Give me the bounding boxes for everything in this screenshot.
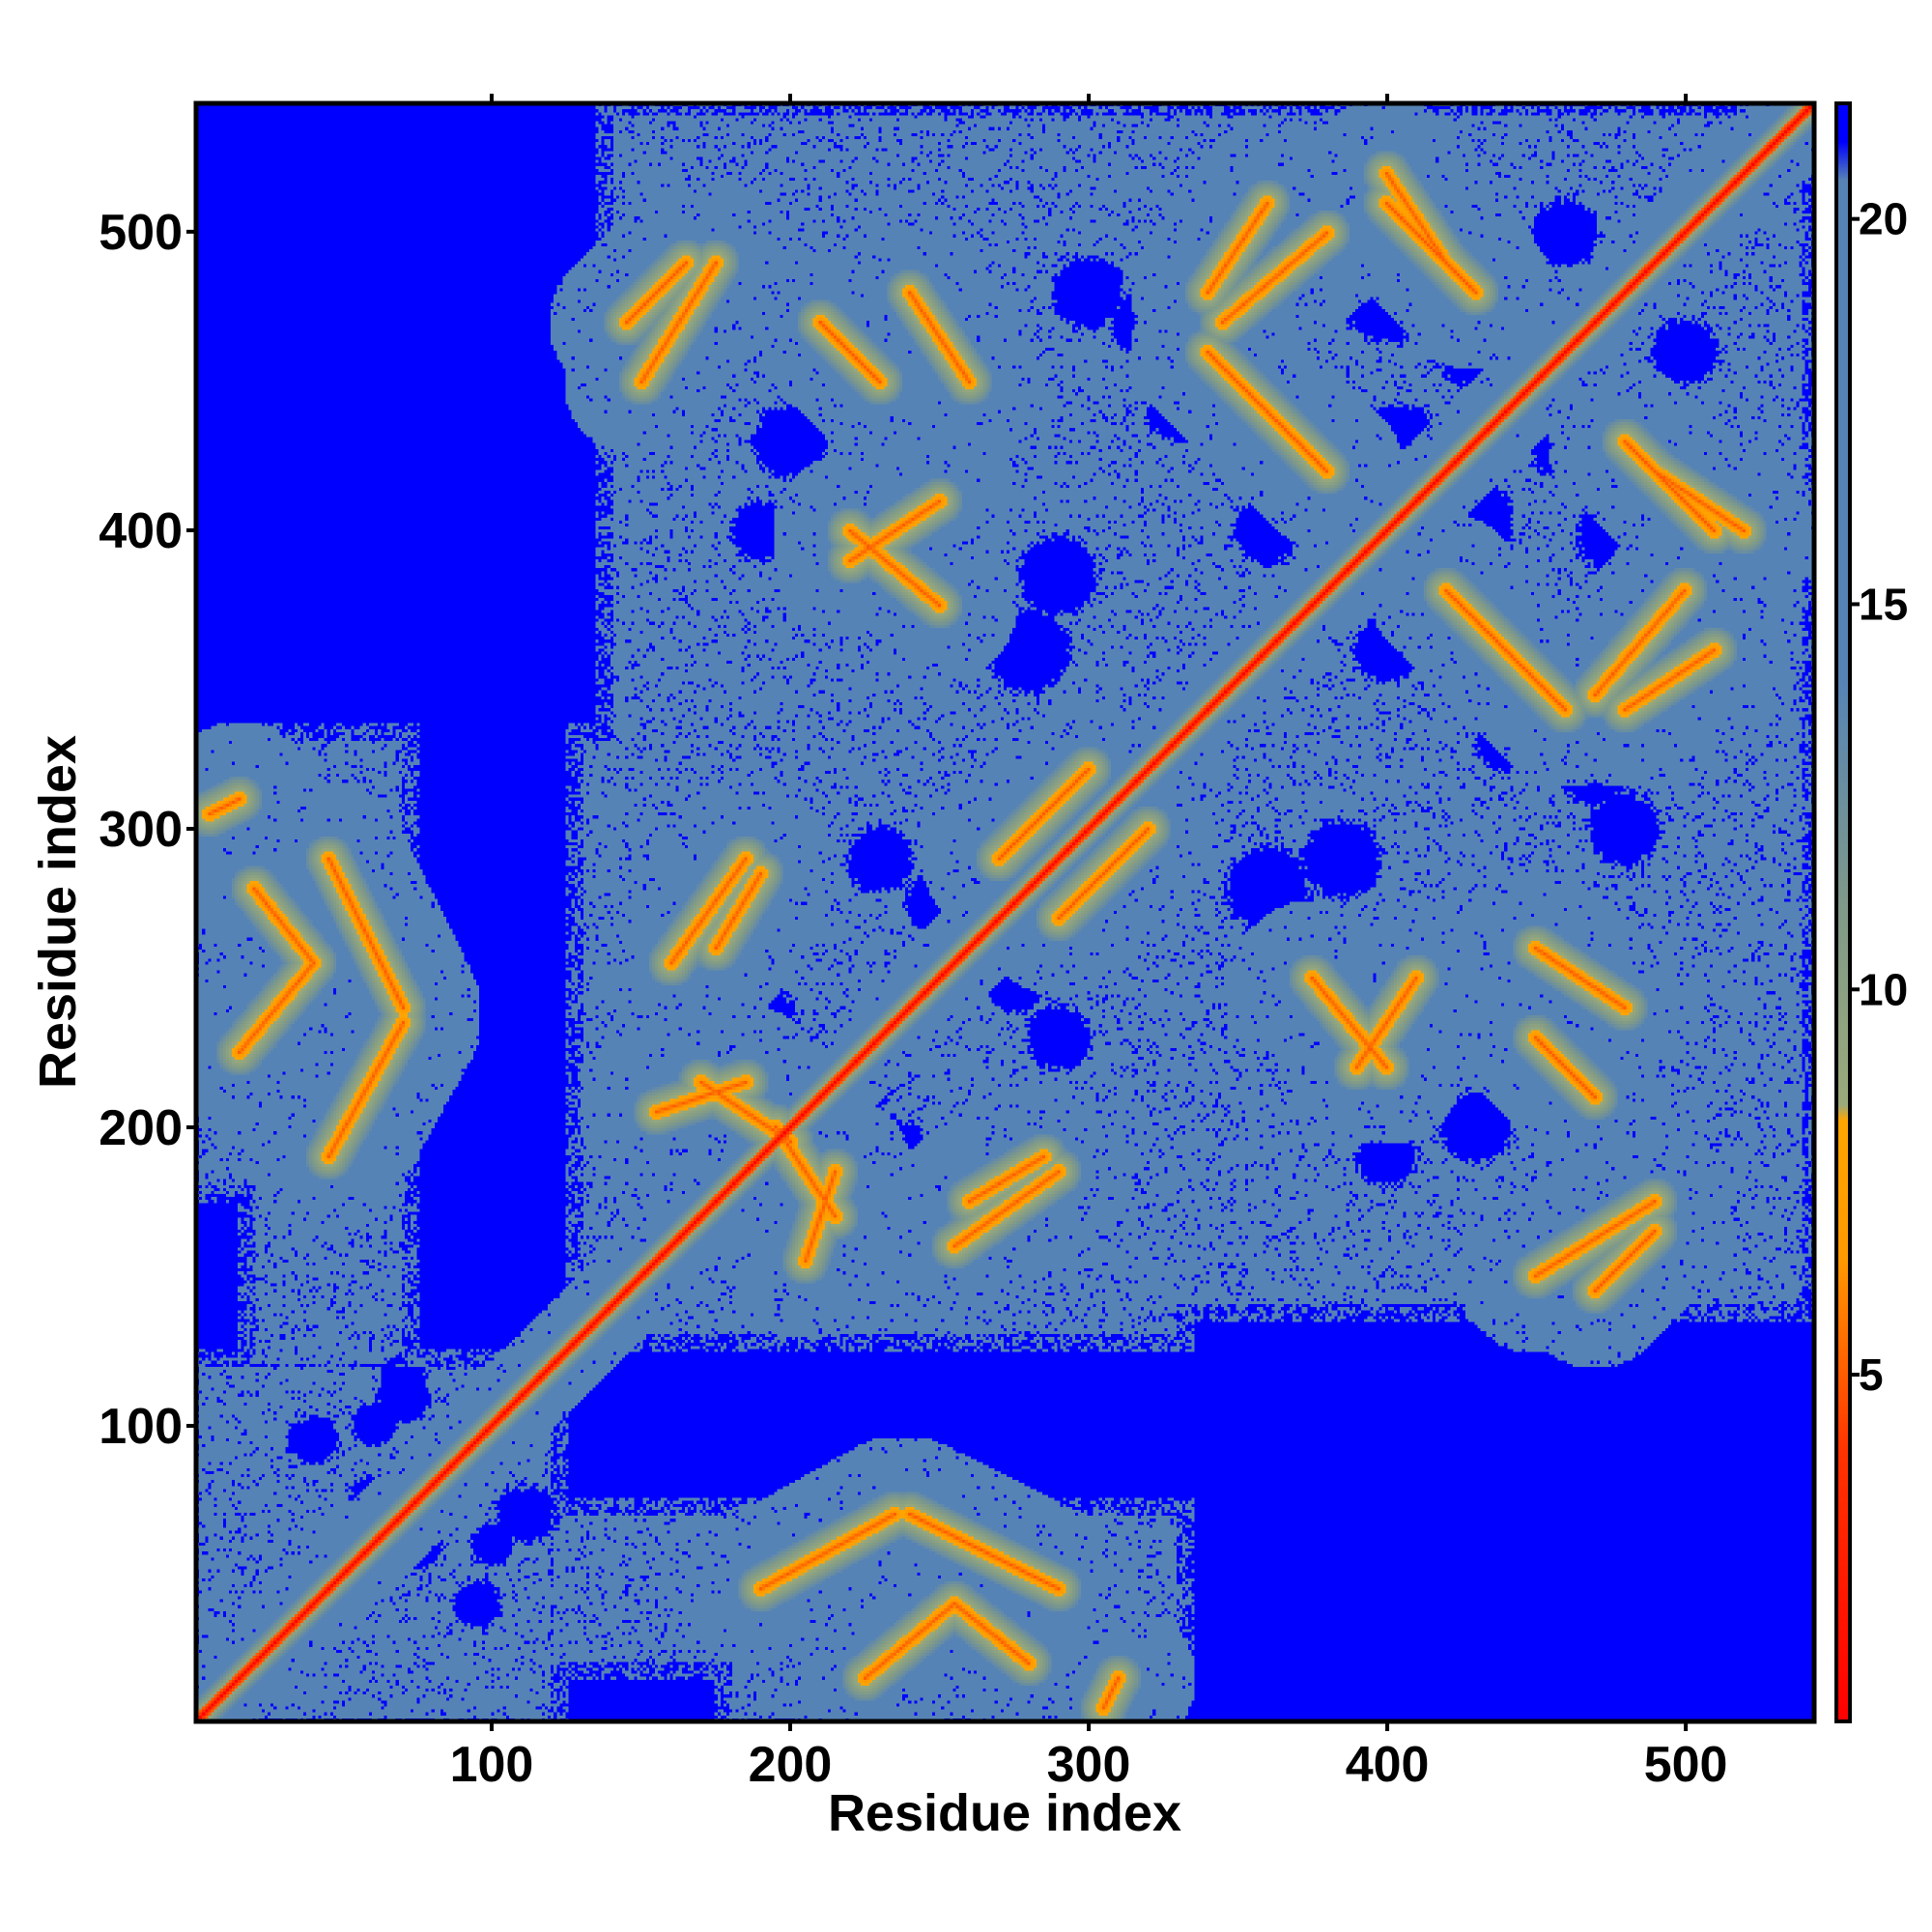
x-axis-title: Residue index bbox=[828, 1784, 1181, 1842]
x-tick-label: 100 bbox=[450, 1737, 534, 1793]
y-tick-label: 100 bbox=[99, 1399, 183, 1455]
colorbar: 5 10 15 20 bbox=[1834, 101, 1908, 1723]
heatmap-canvas bbox=[196, 103, 1814, 1721]
y-tick-label: 300 bbox=[99, 802, 183, 858]
colorbar-gradient bbox=[1836, 103, 1850, 1721]
x-tick-label: 400 bbox=[1346, 1737, 1430, 1793]
colorbar-frame bbox=[1834, 101, 1852, 1723]
y-tick-label: 500 bbox=[99, 205, 183, 261]
colorbar-tick-label: 10 bbox=[1859, 964, 1908, 1014]
plot-area bbox=[193, 100, 1817, 1724]
colorbar-tick-label: 5 bbox=[1859, 1350, 1884, 1400]
x-axis: 100 200 300 400 500 bbox=[450, 1721, 1728, 1793]
x-tick-label: 500 bbox=[1644, 1737, 1728, 1793]
x-tick-label: 200 bbox=[749, 1737, 833, 1793]
y-axis: 100 200 300 400 500 bbox=[99, 205, 196, 1455]
colorbar-tick-label: 15 bbox=[1859, 579, 1908, 629]
plot-frame bbox=[193, 100, 1817, 1724]
colorbar-ticks: 5 10 15 20 bbox=[1850, 194, 1908, 1400]
y-tick-label: 200 bbox=[99, 1100, 183, 1156]
y-tick-label: 400 bbox=[99, 503, 183, 559]
top-axis-ticks bbox=[489, 94, 1689, 103]
colorbar-tick-label: 20 bbox=[1859, 194, 1908, 244]
y-axis-title: Residue index bbox=[29, 735, 87, 1089]
x-tick-label: 300 bbox=[1047, 1737, 1131, 1793]
heatmap-image bbox=[196, 103, 1814, 1721]
